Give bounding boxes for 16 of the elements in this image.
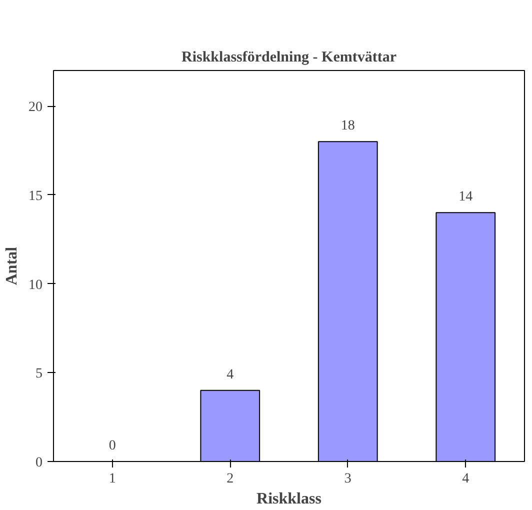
- x-tick-label: 3: [344, 472, 352, 486]
- y-axis-title: Antal: [4, 246, 20, 286]
- y-tick-label: 10: [28, 278, 42, 293]
- data-label: 14: [458, 190, 473, 205]
- data-label: 4: [226, 367, 234, 382]
- data-label: 0: [108, 438, 116, 454]
- x-tick-label: 2: [226, 472, 234, 486]
- x-axis-title: Riskklass: [256, 490, 322, 508]
- y-tick-label: 15: [28, 188, 42, 204]
- y-tick-label: 5: [36, 366, 42, 382]
- data-label: 18: [340, 118, 355, 134]
- x-tick-label: 4: [462, 472, 470, 486]
- x-tick-label: 1: [108, 472, 116, 486]
- y-tick-label: 20: [28, 100, 42, 116]
- y-tick-label: 0: [36, 456, 42, 470]
- chart-title: Riskklassfördelning - Kemtvättar: [182, 50, 397, 66]
